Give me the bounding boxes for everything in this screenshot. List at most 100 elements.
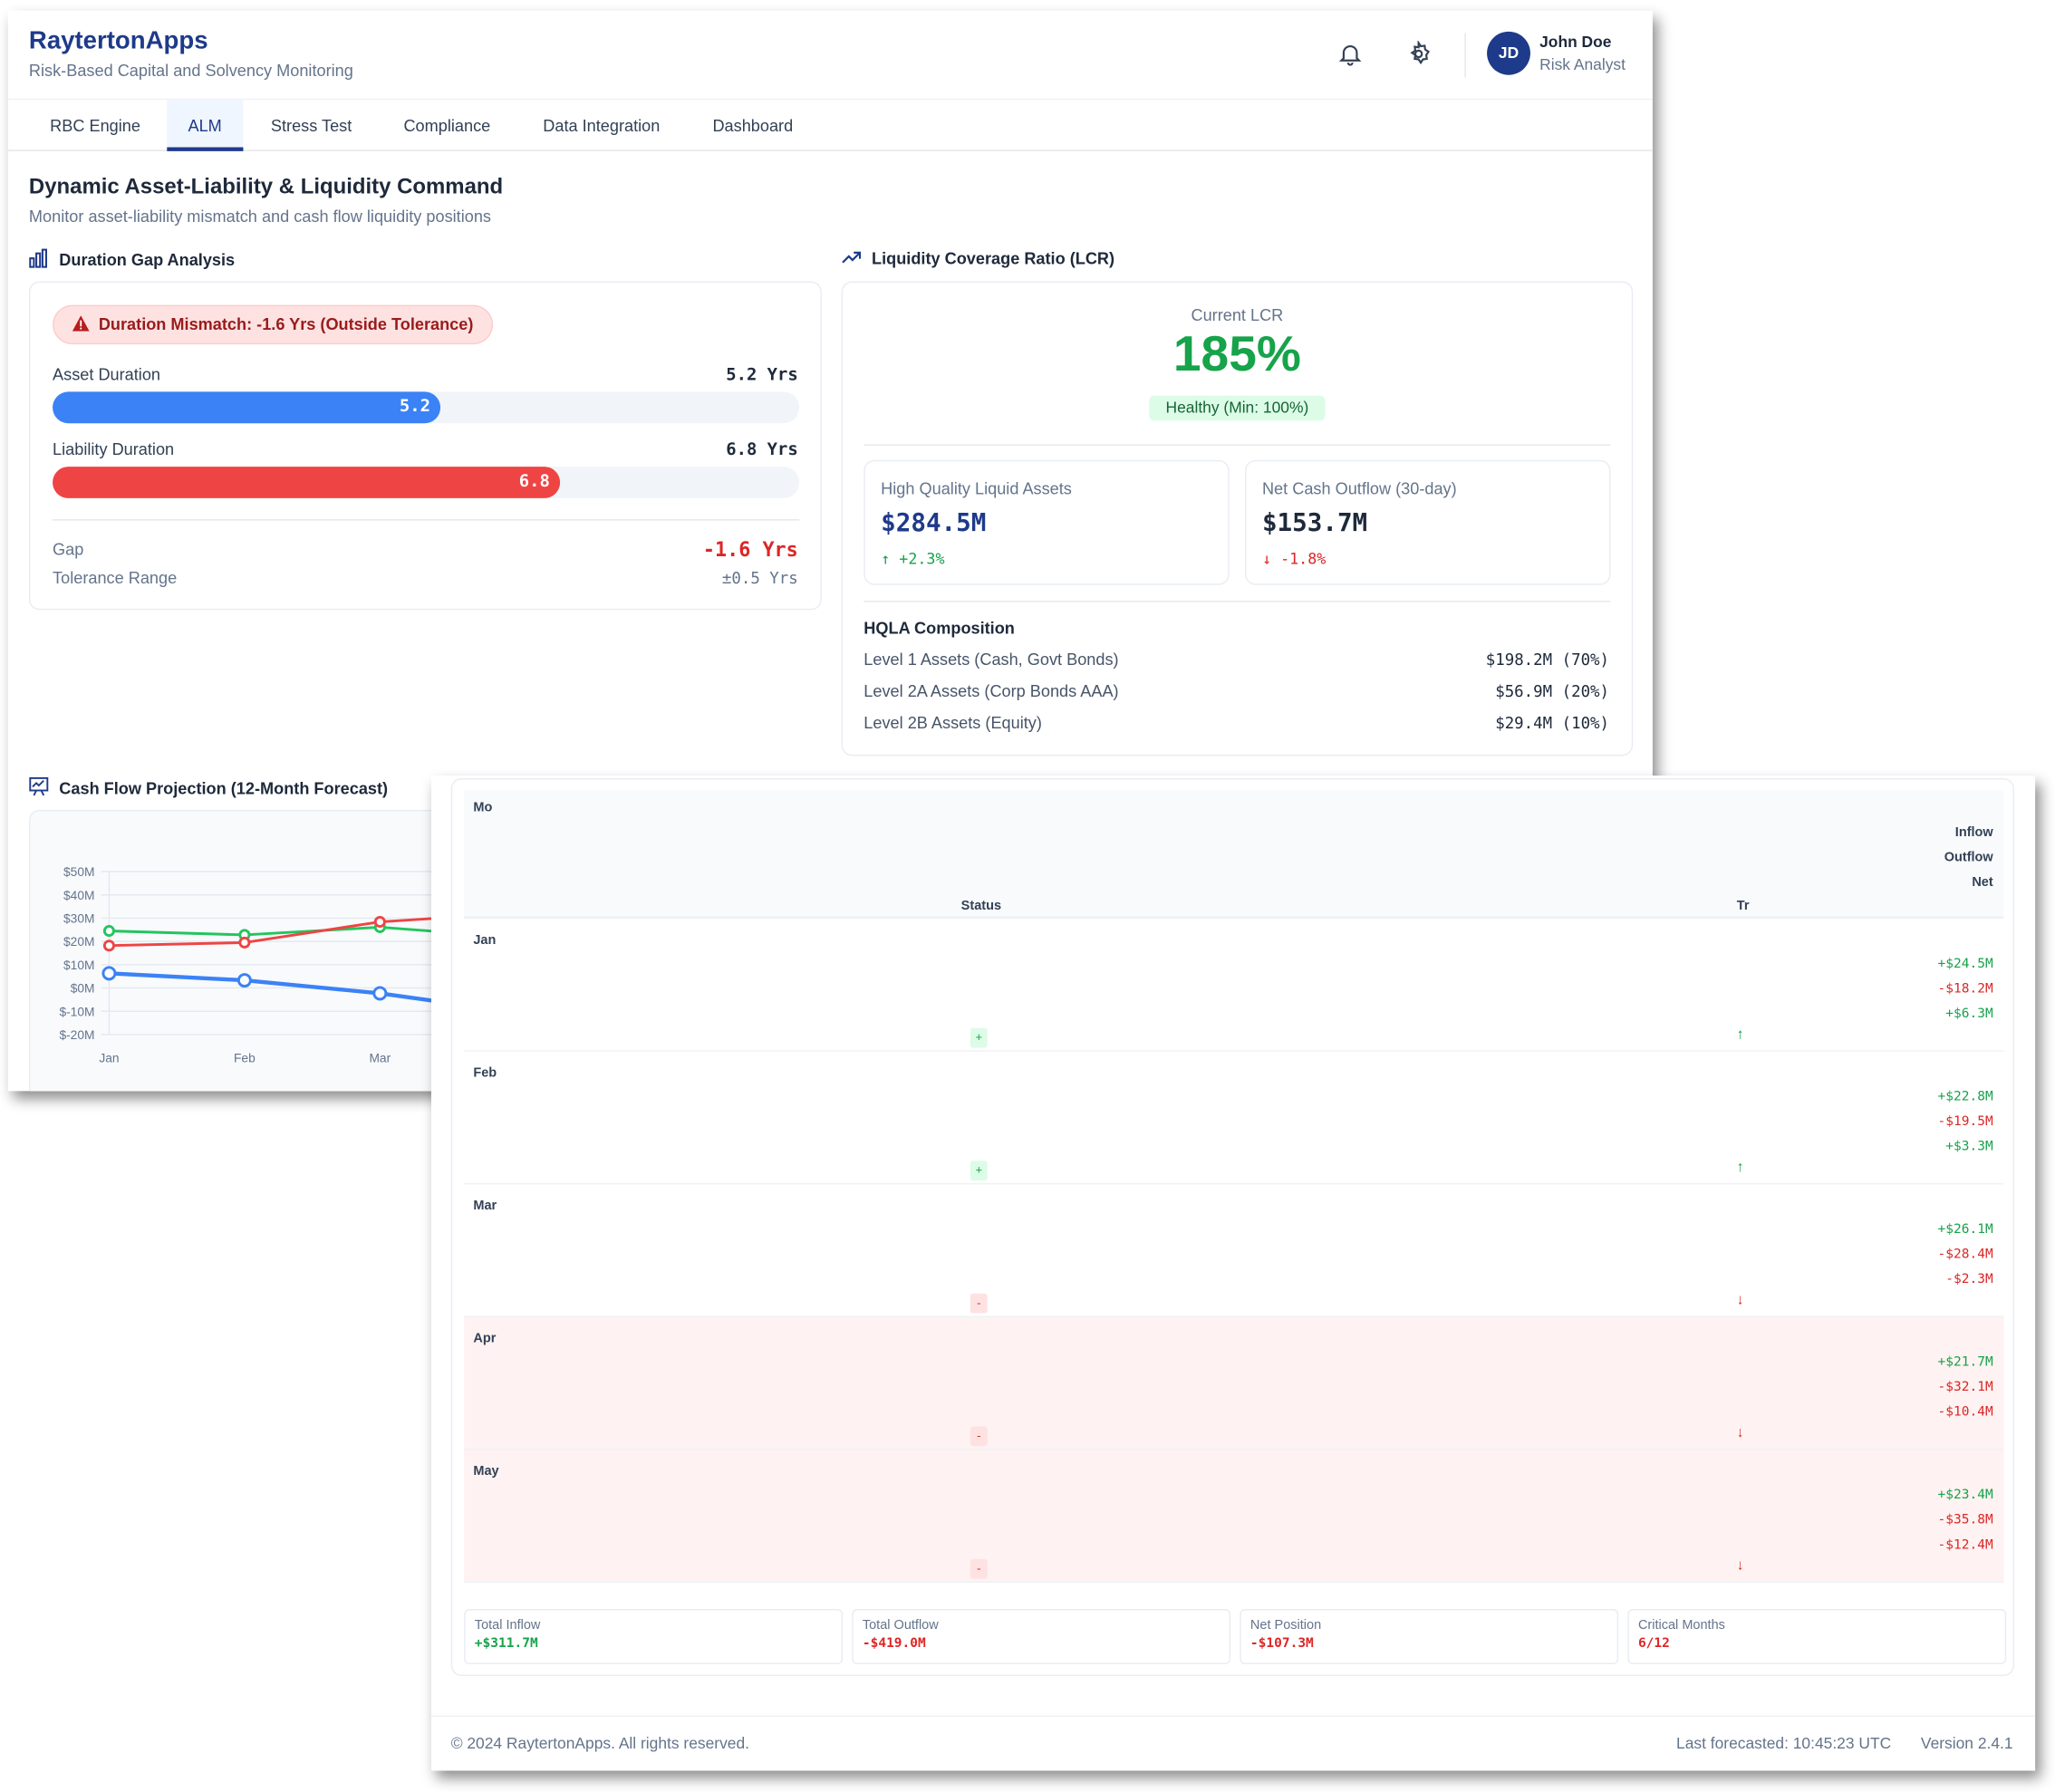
cashflow-table-card: Mo Inflow Outflow Net Status Tr Jan +$24… [450, 777, 2014, 1677]
cell-net: +$3.3M [1945, 1140, 1993, 1154]
cell-net: -$10.4M [1937, 1405, 1993, 1421]
composition-value: $198.2M (70%) [1485, 650, 1610, 670]
net-point[interactable] [236, 973, 252, 988]
header-status: Status [960, 899, 1002, 914]
footer-divider [430, 1715, 2036, 1718]
y-tick-label: $30M [63, 911, 94, 925]
cell-inflow: +$21.7M [1937, 1354, 1993, 1370]
hqla-change: ↑ +2.3% [881, 549, 945, 568]
bar-chart-icon [29, 248, 49, 272]
gear-icon[interactable] [1405, 39, 1432, 73]
warning-icon [72, 314, 90, 335]
lcr-section-title: Liquidity Coverage Ratio (LCR) [842, 248, 1114, 268]
hqla-card: High Quality Liquid Assets $284.5M ↑ +2.… [863, 459, 1230, 585]
mismatch-alert: Duration Mismatch: -1.6 Yrs (Outside Tol… [53, 304, 494, 345]
footer-version: Version 2.4.1 [1920, 1733, 2013, 1753]
cell-inflow: +$26.1M [1937, 1222, 1993, 1238]
tolerance-label: Tolerance Range [53, 569, 178, 588]
composition-value: $29.4M (10%) [1495, 713, 1610, 733]
summary-label: Total Inflow [474, 1618, 541, 1633]
divider [53, 519, 800, 521]
divider [1464, 33, 1466, 78]
outflow-label: Net Cash Outflow (30-day) [1261, 479, 1457, 498]
tab-bar: RBC Engine ALM Stress Test Compliance Da… [7, 98, 1653, 151]
bell-icon[interactable] [1337, 41, 1364, 73]
liability-duration-value: 6.8 Yrs [726, 440, 798, 460]
lcr-card: Current LCR 185% Healthy (Min: 100%) Hig… [841, 281, 1634, 756]
tab-alm[interactable]: ALM [167, 100, 244, 151]
net-point[interactable] [372, 986, 388, 1001]
cell-net: -$12.4M [1937, 1537, 1993, 1553]
outflow-point[interactable] [373, 916, 386, 929]
summary-card: Critical Months 6/12 [1627, 1609, 2007, 1664]
avatar[interactable]: JD [1487, 31, 1530, 75]
composition-label: Level 2A Assets (Corp Bonds AAA) [863, 682, 1119, 701]
cell-month: Apr [473, 1331, 497, 1346]
net-point[interactable] [101, 966, 117, 981]
cell-inflow: +$23.4M [1937, 1488, 1993, 1503]
trend-down-icon: ↓ [1736, 1292, 1744, 1308]
status-badge: + [970, 1027, 988, 1048]
tab-stress-test[interactable]: Stress Test [270, 117, 352, 136]
header-net: Net [1972, 875, 1993, 891]
tolerance-value: ±0.5 Yrs [721, 569, 798, 588]
outflow-value: $153.7M [1261, 508, 1368, 538]
y-tick-label: $-10M [59, 1005, 94, 1018]
asset-duration-label: Asset Duration [53, 365, 160, 384]
y-tick-label: $50M [63, 865, 94, 879]
summary-value: +$311.7M [474, 1636, 538, 1652]
trend-up-icon: ↑ [1736, 1159, 1744, 1176]
summary-value: 6/12 [1637, 1636, 1670, 1652]
brand-subtitle: Risk-Based Capital and Solvency Monitori… [28, 62, 353, 81]
tab-dashboard[interactable]: Dashboard [712, 117, 794, 136]
table-row: Feb +$22.8M -$19.5M +$3.3M + ↑ [464, 1052, 2004, 1185]
outflow-point[interactable] [238, 936, 251, 949]
status-badge: + [970, 1161, 988, 1180]
liability-duration-bar: 6.8 [53, 467, 800, 498]
summary-label: Net Position [1249, 1618, 1322, 1633]
cell-outflow: -$19.5M [1937, 1114, 1993, 1130]
tab-data-integration[interactable]: Data Integration [543, 117, 661, 136]
status-badge: - [970, 1426, 988, 1447]
inflow-point[interactable] [102, 925, 115, 938]
composition-label: Level 1 Assets (Cash, Govt Bonds) [863, 650, 1119, 670]
footer-copyright: © 2024 RaytertonApps. All rights reserve… [450, 1733, 750, 1753]
tab-rbc-engine[interactable]: RBC Engine [50, 117, 140, 136]
duration-section-title: Duration Gap Analysis [29, 248, 235, 272]
table-row: Jan +$24.5M -$18.2M +$6.3M + ↑ [464, 919, 2004, 1052]
gap-label: Gap [53, 540, 84, 559]
summary-value: -$419.0M [862, 1636, 926, 1652]
brand: RaytertonApps [28, 27, 208, 55]
table-row: Mar +$26.1M -$28.4M -$2.3M - ↓ [464, 1184, 2004, 1317]
outflow-change: ↓ -1.8% [1261, 549, 1327, 568]
hqla-value: $284.5M [881, 508, 987, 538]
cell-outflow: -$18.2M [1937, 981, 1993, 997]
divider [863, 444, 1611, 446]
cell-inflow: +$22.8M [1937, 1089, 1993, 1104]
trend-down-icon: ↓ [1736, 1424, 1744, 1441]
outflow-point[interactable] [102, 939, 115, 952]
arrow-up-icon: ↑ [881, 549, 900, 568]
cell-net: -$2.3M [1945, 1272, 1993, 1287]
tab-compliance[interactable]: Compliance [403, 117, 491, 136]
summary-card: Total Inflow +$311.7M [464, 1609, 844, 1664]
cell-net: +$6.3M [1945, 1007, 1993, 1022]
duration-card: Duration Mismatch: -1.6 Yrs (Outside Tol… [28, 281, 822, 611]
x-tick-label: Feb [234, 1051, 256, 1065]
status-badge: - [970, 1558, 988, 1579]
lcr-value: 185% [1172, 327, 1301, 383]
trend-down-icon: ↓ [1736, 1557, 1744, 1574]
asset-duration-fill: 5.2 [53, 391, 441, 424]
summary-label: Total Outflow [862, 1618, 939, 1633]
gap-value: -1.6 Yrs [702, 537, 798, 562]
asset-duration-bar: 5.2 [53, 391, 800, 424]
x-tick-label: Jan [99, 1051, 119, 1065]
cell-outflow: -$32.1M [1937, 1380, 1993, 1395]
y-tick-label: $20M [63, 935, 94, 949]
trending-up-icon [842, 248, 862, 268]
summary-card: Total Outflow -$419.0M [852, 1609, 1231, 1664]
cell-month: Feb [473, 1065, 497, 1081]
header-trend: Tr [1736, 899, 1750, 914]
composition-title: HQLA Composition [863, 619, 1015, 638]
table-row: Apr +$21.7M -$32.1M -$10.4M - ↓ [464, 1316, 2004, 1450]
